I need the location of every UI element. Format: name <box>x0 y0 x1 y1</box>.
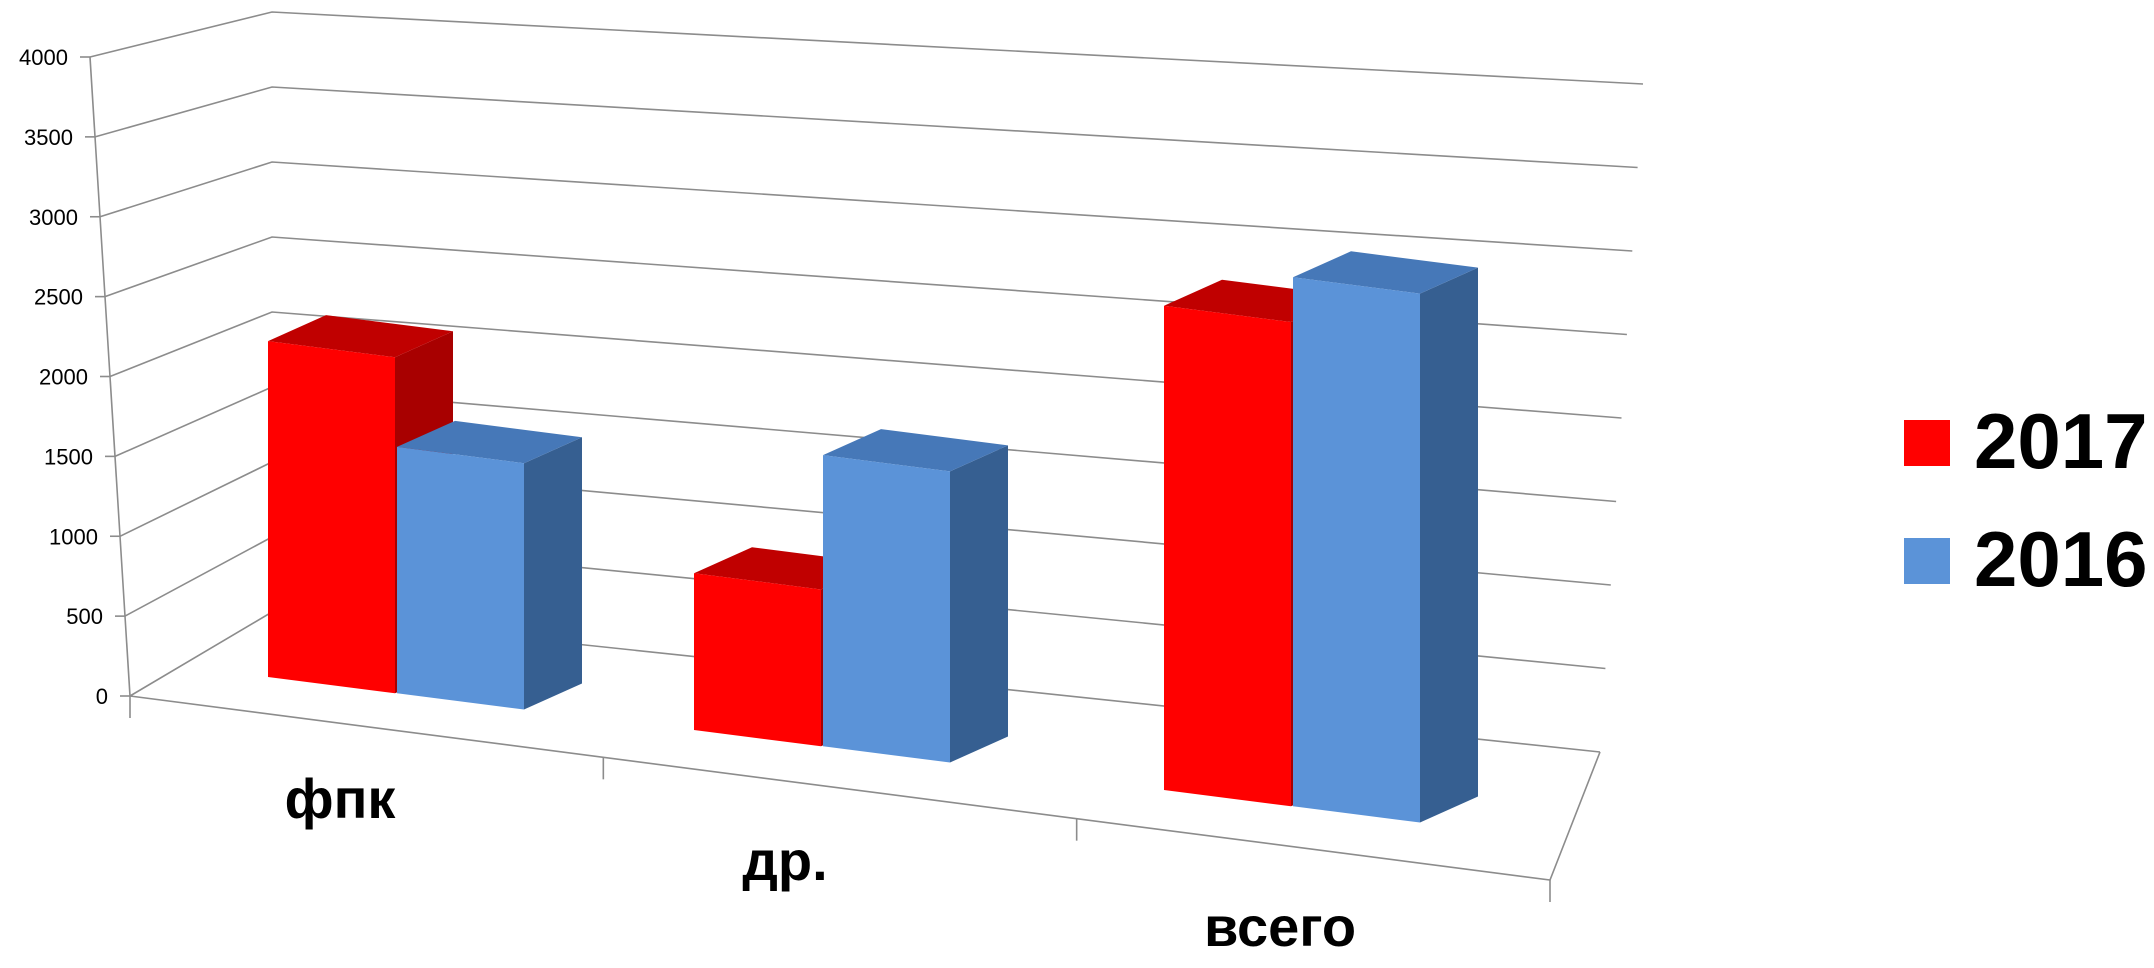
bar-top-face <box>268 315 453 358</box>
y-tick-label: 2500 <box>34 285 83 310</box>
y-axis-ticks: 0 500 1000 1500 2000 2500 3000 3500 4000 <box>19 45 108 709</box>
y-tick-label: 2000 <box>39 365 88 390</box>
bar-side-face <box>950 445 1008 763</box>
y-tick-label: 0 <box>96 684 108 709</box>
bar-top-face <box>1293 251 1478 294</box>
x-axis-categories: фпк др. всего <box>285 767 1356 958</box>
bar-front-face <box>1293 277 1420 823</box>
legend-swatch <box>1904 420 1950 466</box>
bar-side-face <box>1420 267 1478 823</box>
bar-side-face <box>524 437 582 710</box>
y-tick-label: 1000 <box>49 524 98 549</box>
bar-top-face <box>397 420 582 464</box>
y-tick-label: 3500 <box>24 125 73 150</box>
legend-label: 2017 <box>1974 397 2148 485</box>
bar-2016-всего <box>1293 251 1478 823</box>
bar-front-face <box>694 573 821 747</box>
y-tick-label: 500 <box>66 604 103 629</box>
bar-top-face <box>823 429 1008 472</box>
y-tick-label: 4000 <box>19 45 68 70</box>
legend: 2017 2016 <box>1904 397 2148 603</box>
gridline <box>89 11 1644 85</box>
gridline <box>94 86 1638 169</box>
legend-swatch <box>1904 538 1950 584</box>
bar-front-face <box>397 446 524 710</box>
y-tick-label: 1500 <box>44 444 93 469</box>
bar-front-face <box>268 341 395 694</box>
category-label: фпк <box>285 767 397 830</box>
bar-2016-др. <box>823 429 1008 763</box>
bar-front-face <box>1164 305 1291 807</box>
bar-front-face <box>823 455 950 763</box>
category-label: всего <box>1204 895 1356 958</box>
y-axis-line <box>89 56 131 697</box>
gridlines <box>89 11 1644 753</box>
legend-label: 2016 <box>1974 515 2148 603</box>
bar-2016-фпк <box>397 420 582 710</box>
bars <box>268 251 1478 823</box>
category-label: др. <box>742 829 827 892</box>
gridline <box>99 161 1633 252</box>
axes <box>80 56 1601 902</box>
y-tick-label: 3000 <box>29 205 78 230</box>
